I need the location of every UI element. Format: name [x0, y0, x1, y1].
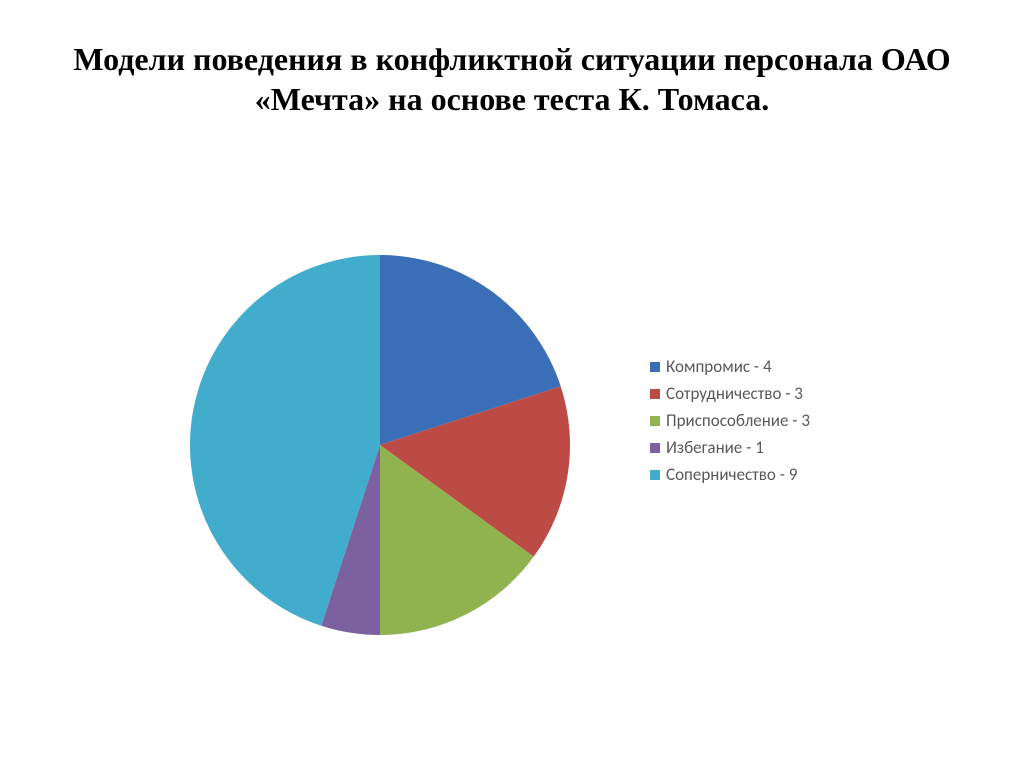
legend-item: Приспособление - 3	[650, 410, 810, 431]
chart-legend: Компромис - 4 Сотрудничество - 3 Приспособ…	[650, 350, 810, 491]
legend-label: Сотрудничество - 3	[666, 383, 803, 404]
legend-item: Сотрудничество - 3	[650, 383, 810, 404]
legend-swatch	[650, 443, 660, 453]
page-title: Модели поведения в конфликтной ситуации …	[0, 39, 1024, 119]
pie-chart	[190, 255, 570, 635]
legend-label: Компромис - 4	[666, 356, 772, 377]
legend-label: Соперничество - 9	[666, 464, 797, 485]
legend-swatch	[650, 362, 660, 372]
legend-swatch	[650, 416, 660, 426]
legend-swatch	[650, 389, 660, 399]
legend-item: Избегание - 1	[650, 437, 810, 458]
legend-swatch	[650, 470, 660, 480]
chart-container: Модели поведения в конфликтной ситуации …	[0, 0, 1024, 767]
legend-item: Соперничество - 9	[650, 464, 810, 485]
legend-label: Избегание - 1	[666, 437, 764, 458]
legend-item: Компромис - 4	[650, 356, 810, 377]
legend-label: Приспособление - 3	[666, 410, 810, 431]
